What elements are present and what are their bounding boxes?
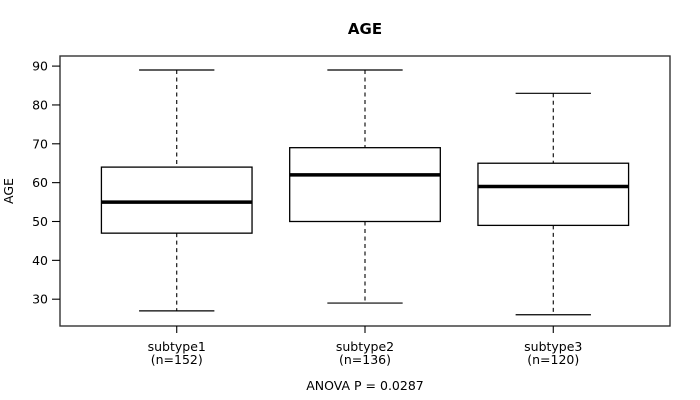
chart-title: AGE	[348, 20, 382, 38]
group-label: subtype2	[336, 339, 394, 354]
y-tick-label: 40	[32, 253, 48, 268]
y-tick-label: 60	[32, 175, 48, 190]
group-count-label: (n=120)	[527, 352, 579, 367]
group-count-label: (n=152)	[151, 352, 203, 367]
iqr-box	[100, 166, 253, 234]
iqr-box	[289, 147, 441, 223]
group-label: subtype3	[524, 339, 582, 354]
y-tick-label: 90	[32, 59, 48, 74]
y-tick-label: 30	[32, 292, 48, 307]
anova-annotation: ANOVA P = 0.0287	[306, 378, 424, 393]
iqr-box	[477, 162, 630, 227]
y-axis-label: AGE	[1, 178, 16, 204]
group-count-label: (n=136)	[339, 352, 391, 367]
y-tick-label: 70	[32, 136, 48, 151]
plot-area: 30405060708090subtype1(n=152)subtype2(n=…	[32, 55, 671, 367]
group-label: subtype1	[148, 339, 206, 354]
y-tick-label: 50	[32, 214, 48, 229]
y-tick-label: 80	[32, 97, 48, 112]
